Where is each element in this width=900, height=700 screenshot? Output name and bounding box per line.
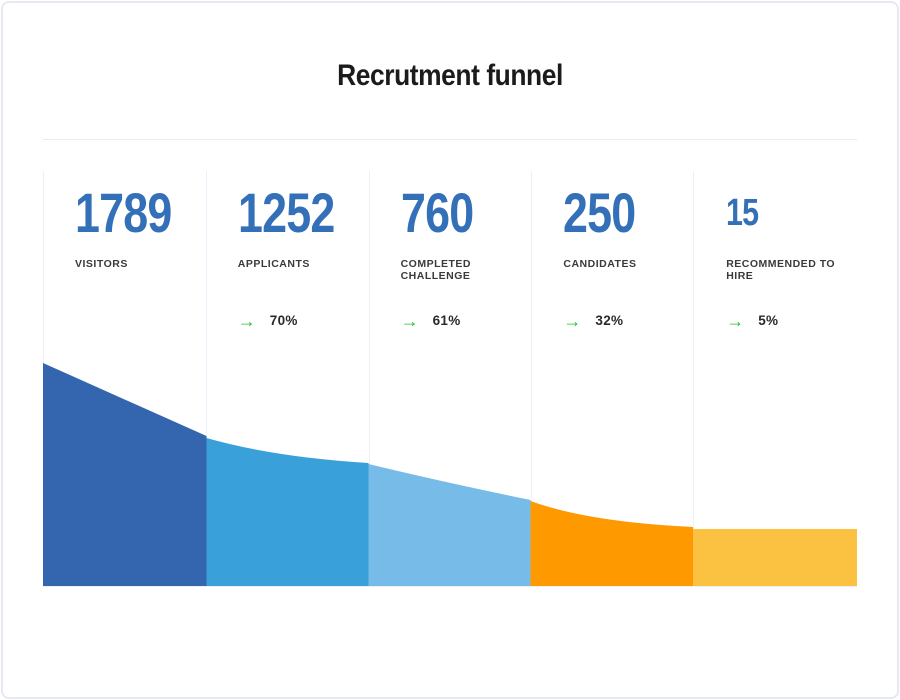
column-divider xyxy=(693,171,694,587)
funnel-segment-completed-challenge xyxy=(368,464,531,586)
conversion-value: 32% xyxy=(595,313,624,328)
column-divider xyxy=(531,171,532,587)
funnel-segment-recommended-to-hire xyxy=(693,529,857,586)
stage-column-completed-challenge: 760 COMPLETED CHALLENGE → 61% xyxy=(369,171,532,587)
funnel-baseline xyxy=(43,586,857,587)
stage-columns: 1789 VISITORS 1252 APPLICANTS → 70% 760 … xyxy=(43,171,857,587)
stage-value: 1789 xyxy=(75,181,172,244)
conversion-row: → 70% xyxy=(237,310,369,331)
funnel-stage-area: 1789 VISITORS 1252 APPLICANTS → 70% 760 … xyxy=(43,171,857,587)
funnel-segment-visitors xyxy=(43,363,207,586)
funnel-segment-candidates xyxy=(530,501,693,586)
column-divider xyxy=(206,171,207,587)
stage-label: RECOMMENDED TO HIRE xyxy=(726,258,836,282)
conversion-arrow-icon: → xyxy=(563,310,582,331)
stage-value: 1252 xyxy=(237,181,335,244)
conversion-row: → 61% xyxy=(400,310,532,331)
stage-label: COMPLETED CHALLENGE xyxy=(400,258,472,282)
stage-label: VISITORS xyxy=(75,258,128,270)
title-divider xyxy=(43,139,857,140)
conversion-value: 5% xyxy=(758,313,779,328)
conversion-value: 70% xyxy=(269,313,298,328)
page-title: Recrutment funnel xyxy=(337,59,563,92)
stage-label: CANDIDATES xyxy=(563,258,637,270)
stage-column-recommended-to-hire: 15 RECOMMENDED TO HIRE → 5% xyxy=(694,171,857,587)
stage-value: 760 xyxy=(400,181,474,244)
stage-column-visitors: 1789 VISITORS xyxy=(43,171,206,587)
conversion-value: 61% xyxy=(432,313,461,328)
column-divider xyxy=(369,171,370,587)
conversion-arrow-icon: → xyxy=(400,310,419,331)
stage-column-applicants: 1252 APPLICANTS → 70% xyxy=(206,171,369,587)
conversion-arrow-icon: → xyxy=(237,310,256,331)
stage-value: 15 xyxy=(726,192,759,234)
funnel-segment-applicants xyxy=(206,438,369,586)
funnel-chart xyxy=(43,363,857,586)
stage-label: APPLICANTS xyxy=(237,258,310,270)
stage-column-candidates: 250 CANDIDATES → 32% xyxy=(531,171,694,587)
conversion-row: → 5% xyxy=(726,310,857,331)
conversion-arrow-icon: → xyxy=(726,310,745,331)
conversion-row: → 32% xyxy=(563,310,694,331)
stage-value: 250 xyxy=(563,181,636,244)
